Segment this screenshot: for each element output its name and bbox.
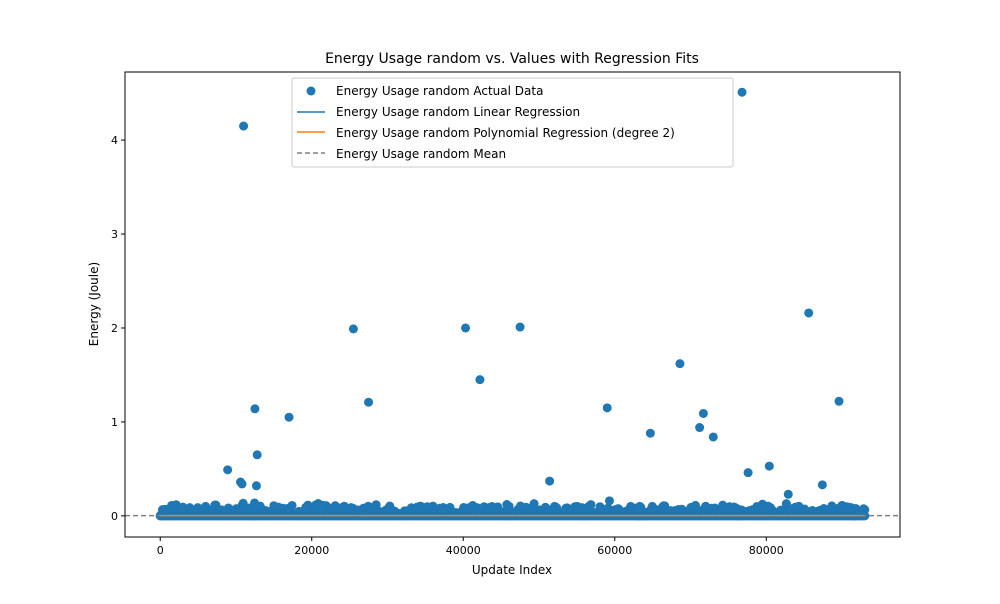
legend-box <box>291 77 734 168</box>
data-point <box>695 423 705 433</box>
plot-frame <box>124 71 901 538</box>
data-point <box>223 465 233 475</box>
y-tick-label: 4 <box>111 134 118 147</box>
data-point <box>817 480 827 490</box>
data-point <box>708 432 718 442</box>
x-tick-label: 60000 <box>597 544 632 557</box>
data-point <box>545 476 555 486</box>
data-point <box>604 496 614 506</box>
data-point <box>602 403 612 413</box>
legend-label-poly: Energy Usage random Polynomial Regressio… <box>336 126 675 140</box>
x-axis-label: Update Index <box>472 563 552 577</box>
y-axis: 0 1 2 3 4 <box>111 134 125 523</box>
data-point <box>783 489 793 499</box>
legend-marker-actual <box>306 86 316 96</box>
data-point <box>690 500 700 510</box>
data-point <box>239 121 249 131</box>
x-tick-label: 20000 <box>294 544 329 557</box>
legend: Energy Usage random Actual Data Energy U… <box>291 77 734 168</box>
data-point <box>645 428 655 438</box>
data-point <box>743 468 753 478</box>
data-point <box>586 500 596 510</box>
y-tick-label: 3 <box>111 228 118 241</box>
x-tick-label: 0 <box>157 544 164 557</box>
x-axis: 0 20000 40000 60000 80000 <box>157 537 784 557</box>
data-point <box>834 396 844 406</box>
data-point <box>284 412 294 422</box>
data-point <box>675 359 685 369</box>
legend-label-mean: Energy Usage random Mean <box>336 147 506 161</box>
data-point-cluster <box>155 498 870 521</box>
data-point <box>237 479 247 489</box>
legend-label-actual: Energy Usage random Actual Data <box>336 84 543 98</box>
data-point <box>804 308 814 318</box>
data-point <box>764 461 774 471</box>
data-point <box>461 323 471 333</box>
data-point <box>475 375 485 385</box>
data-point <box>737 87 747 97</box>
y-tick-label: 0 <box>111 510 118 523</box>
data-point <box>287 500 297 510</box>
x-tick-label: 40000 <box>446 544 481 557</box>
data-point <box>251 481 261 491</box>
data-point <box>252 450 262 460</box>
legend-label-linear: Energy Usage random Linear Regression <box>336 105 580 119</box>
data-point <box>250 404 260 414</box>
chart-title: Energy Usage random vs. Values with Regr… <box>325 51 699 67</box>
x-tick-label: 80000 <box>749 544 784 557</box>
y-axis-label: Energy (Joule) <box>87 262 101 346</box>
y-tick-label: 2 <box>111 322 118 335</box>
data-point <box>515 322 525 332</box>
data-point <box>364 397 374 407</box>
plot-area <box>125 87 900 521</box>
y-tick-label: 1 <box>111 416 118 429</box>
data-point <box>348 324 358 334</box>
data-point <box>698 408 708 418</box>
